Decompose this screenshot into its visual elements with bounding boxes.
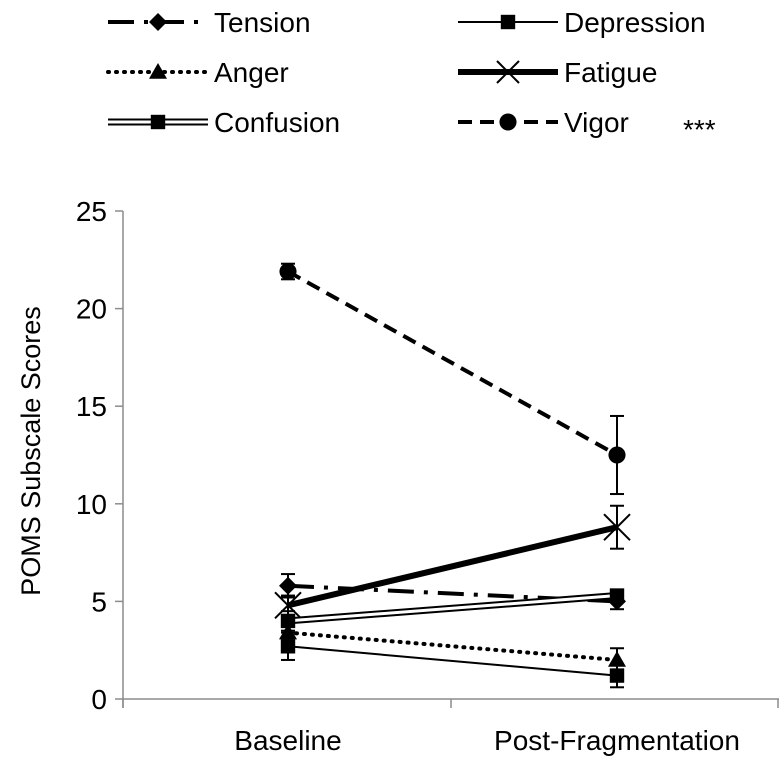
significance-label: *** xyxy=(683,114,716,145)
y-tick-label: 10 xyxy=(76,489,107,520)
legend-label: Fatigue xyxy=(564,57,657,88)
data-point xyxy=(279,262,297,281)
series-anger xyxy=(279,621,626,673)
series-line xyxy=(287,592,618,625)
legend-label: Vigor xyxy=(564,107,629,138)
axes: 0 5 10 15 20 25 Baseline Post-Fragmentation xyxy=(76,196,779,756)
y-tick-label: 0 xyxy=(91,684,107,715)
y-tick-label: 20 xyxy=(76,294,107,325)
y-axis-label: POMS Subscale Scores xyxy=(16,306,46,596)
legend-marker xyxy=(500,14,516,30)
legend-label: Depression xyxy=(564,7,706,38)
y-tick-label: 15 xyxy=(76,391,107,422)
data-point xyxy=(279,576,297,595)
data-point xyxy=(609,588,625,603)
legend-item-confusion: Confusion xyxy=(108,107,340,138)
legend-marker xyxy=(496,60,520,84)
legend-marker xyxy=(149,63,167,79)
legend-marker xyxy=(149,13,167,31)
data-point xyxy=(603,513,631,541)
legend: Tension Depression Anger Fatigue Confusion Vi… xyxy=(106,7,706,138)
series-fatigue xyxy=(274,504,631,620)
x-tick-label: Baseline xyxy=(234,725,341,756)
data-point xyxy=(274,591,302,620)
plot-area xyxy=(274,262,631,689)
legend-marker xyxy=(150,114,166,130)
data-point xyxy=(608,650,626,667)
y-tick-label: 25 xyxy=(76,196,107,227)
y-tick-label: 5 xyxy=(91,586,107,617)
legend-marker xyxy=(499,113,517,131)
legend-item-anger: Anger xyxy=(106,57,289,88)
series-line xyxy=(287,269,618,457)
series-vigor xyxy=(279,262,626,496)
legend-item-fatigue: Fatigue xyxy=(458,57,657,88)
legend-label: Confusion xyxy=(214,107,340,138)
legend-label: Tension xyxy=(214,7,311,38)
series-line xyxy=(287,645,618,677)
data-point xyxy=(608,446,626,464)
legend-item-tension: Tension xyxy=(108,7,311,38)
series-line xyxy=(287,524,618,609)
data-point xyxy=(280,613,296,629)
series-depression xyxy=(280,631,625,689)
x-tick-label: Post-Fragmentation xyxy=(494,725,740,756)
series-confusion xyxy=(280,588,625,632)
series-line xyxy=(286,630,619,662)
legend-item-vigor: Vigor xyxy=(458,107,629,138)
legend-item-depression: Depression xyxy=(458,7,706,38)
legend-label: Anger xyxy=(214,57,289,88)
